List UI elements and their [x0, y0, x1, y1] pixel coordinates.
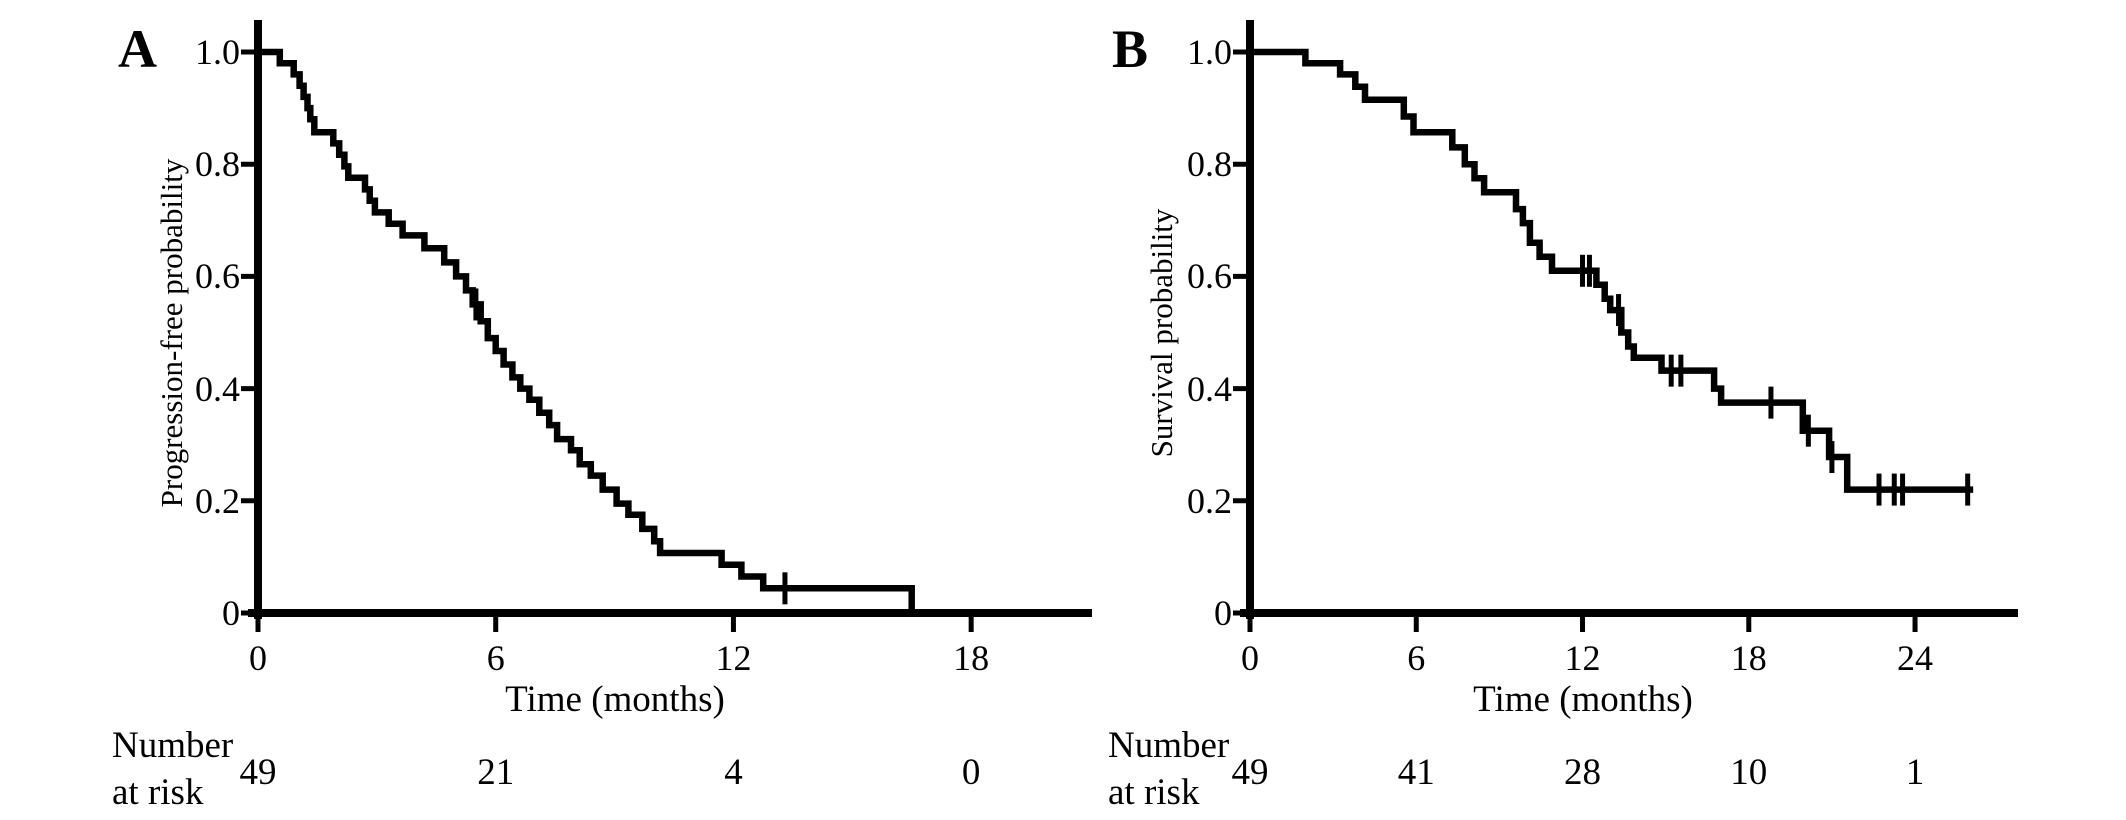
panel-a-risk-count: 21 [477, 752, 515, 793]
panel-b-x-tick-label: 6 [1407, 638, 1426, 678]
panel-b-x-tick-label: 12 [1564, 638, 1601, 678]
panel-a-y-tick-label: 0.4 [195, 368, 240, 409]
panel-b-risk-count: 28 [1564, 752, 1602, 793]
panel-a-x-tick-label: 6 [486, 638, 505, 678]
panel-b-y-tick-label: 0 [1214, 593, 1232, 633]
panel-b-risk-count: 41 [1397, 752, 1435, 793]
panel-b-y-tick-label: 1.0 [1187, 32, 1232, 72]
panel-a-letter: A [118, 19, 157, 79]
panel-a-km-curve [258, 48, 915, 613]
panel-a-y-tick-label: 0.2 [195, 480, 240, 521]
panel-b-y-tick-label: 0.4 [1187, 368, 1232, 409]
panel-a-y-tick-label: 0 [222, 593, 240, 633]
panel-b-y-axis-title: Survival probability [1144, 208, 1179, 458]
panel-a-x-tick-label: 18 [953, 638, 990, 678]
panel-a-y-tick-label: 1.0 [195, 32, 240, 72]
panel-a-risk-count: 49 [239, 752, 277, 793]
panel-b-x-tick-label: 0 [1241, 638, 1259, 678]
panel-b-x-tick-label: 24 [1897, 638, 1934, 678]
panel-a-risk-count: 0 [961, 752, 981, 793]
panel-b-number-at-risk-label: Number at risk [1108, 722, 1268, 816]
panel-a-number-at-risk-label: Number at risk [112, 722, 272, 816]
panel-b-risk-count: 1 [1905, 752, 1925, 793]
panel-a-number-at-risk-line1: Number [112, 725, 234, 766]
panel-b-km-curve [1250, 48, 1974, 493]
panel-a-risk-count: 4 [724, 752, 743, 793]
panel-b-risk-count: 10 [1730, 752, 1768, 793]
panel-a-x-tick-label: 12 [715, 638, 752, 678]
panel-a-y-tick-label: 0.6 [195, 256, 240, 297]
panel-a-x-tick-label: 0 [249, 638, 267, 678]
panel-a-y-tick-label: 0.8 [195, 144, 240, 185]
panel-b-number-at-risk-line1: Number [1108, 725, 1230, 766]
panel-b-y-tick-label: 0.6 [1187, 256, 1232, 297]
panel-a-y-axis-title: Progression-free probability [154, 158, 189, 508]
panel-b-y-tick-label: 0.8 [1187, 144, 1232, 185]
panel-b-risk-count: 49 [1231, 752, 1269, 793]
panel-a-number-at-risk-line2: at risk [112, 772, 204, 813]
panel-b-x-tick-label: 18 [1730, 638, 1767, 678]
panel-b-number-at-risk-line2: at risk [1108, 772, 1200, 813]
panel-b-y-tick-label: 0.2 [1187, 480, 1232, 521]
panel-b-letter: B [1112, 19, 1149, 79]
panel-a-x-axis-title: Time (months) [505, 679, 725, 720]
panel-b-x-axis-title: Time (months) [1473, 679, 1693, 720]
